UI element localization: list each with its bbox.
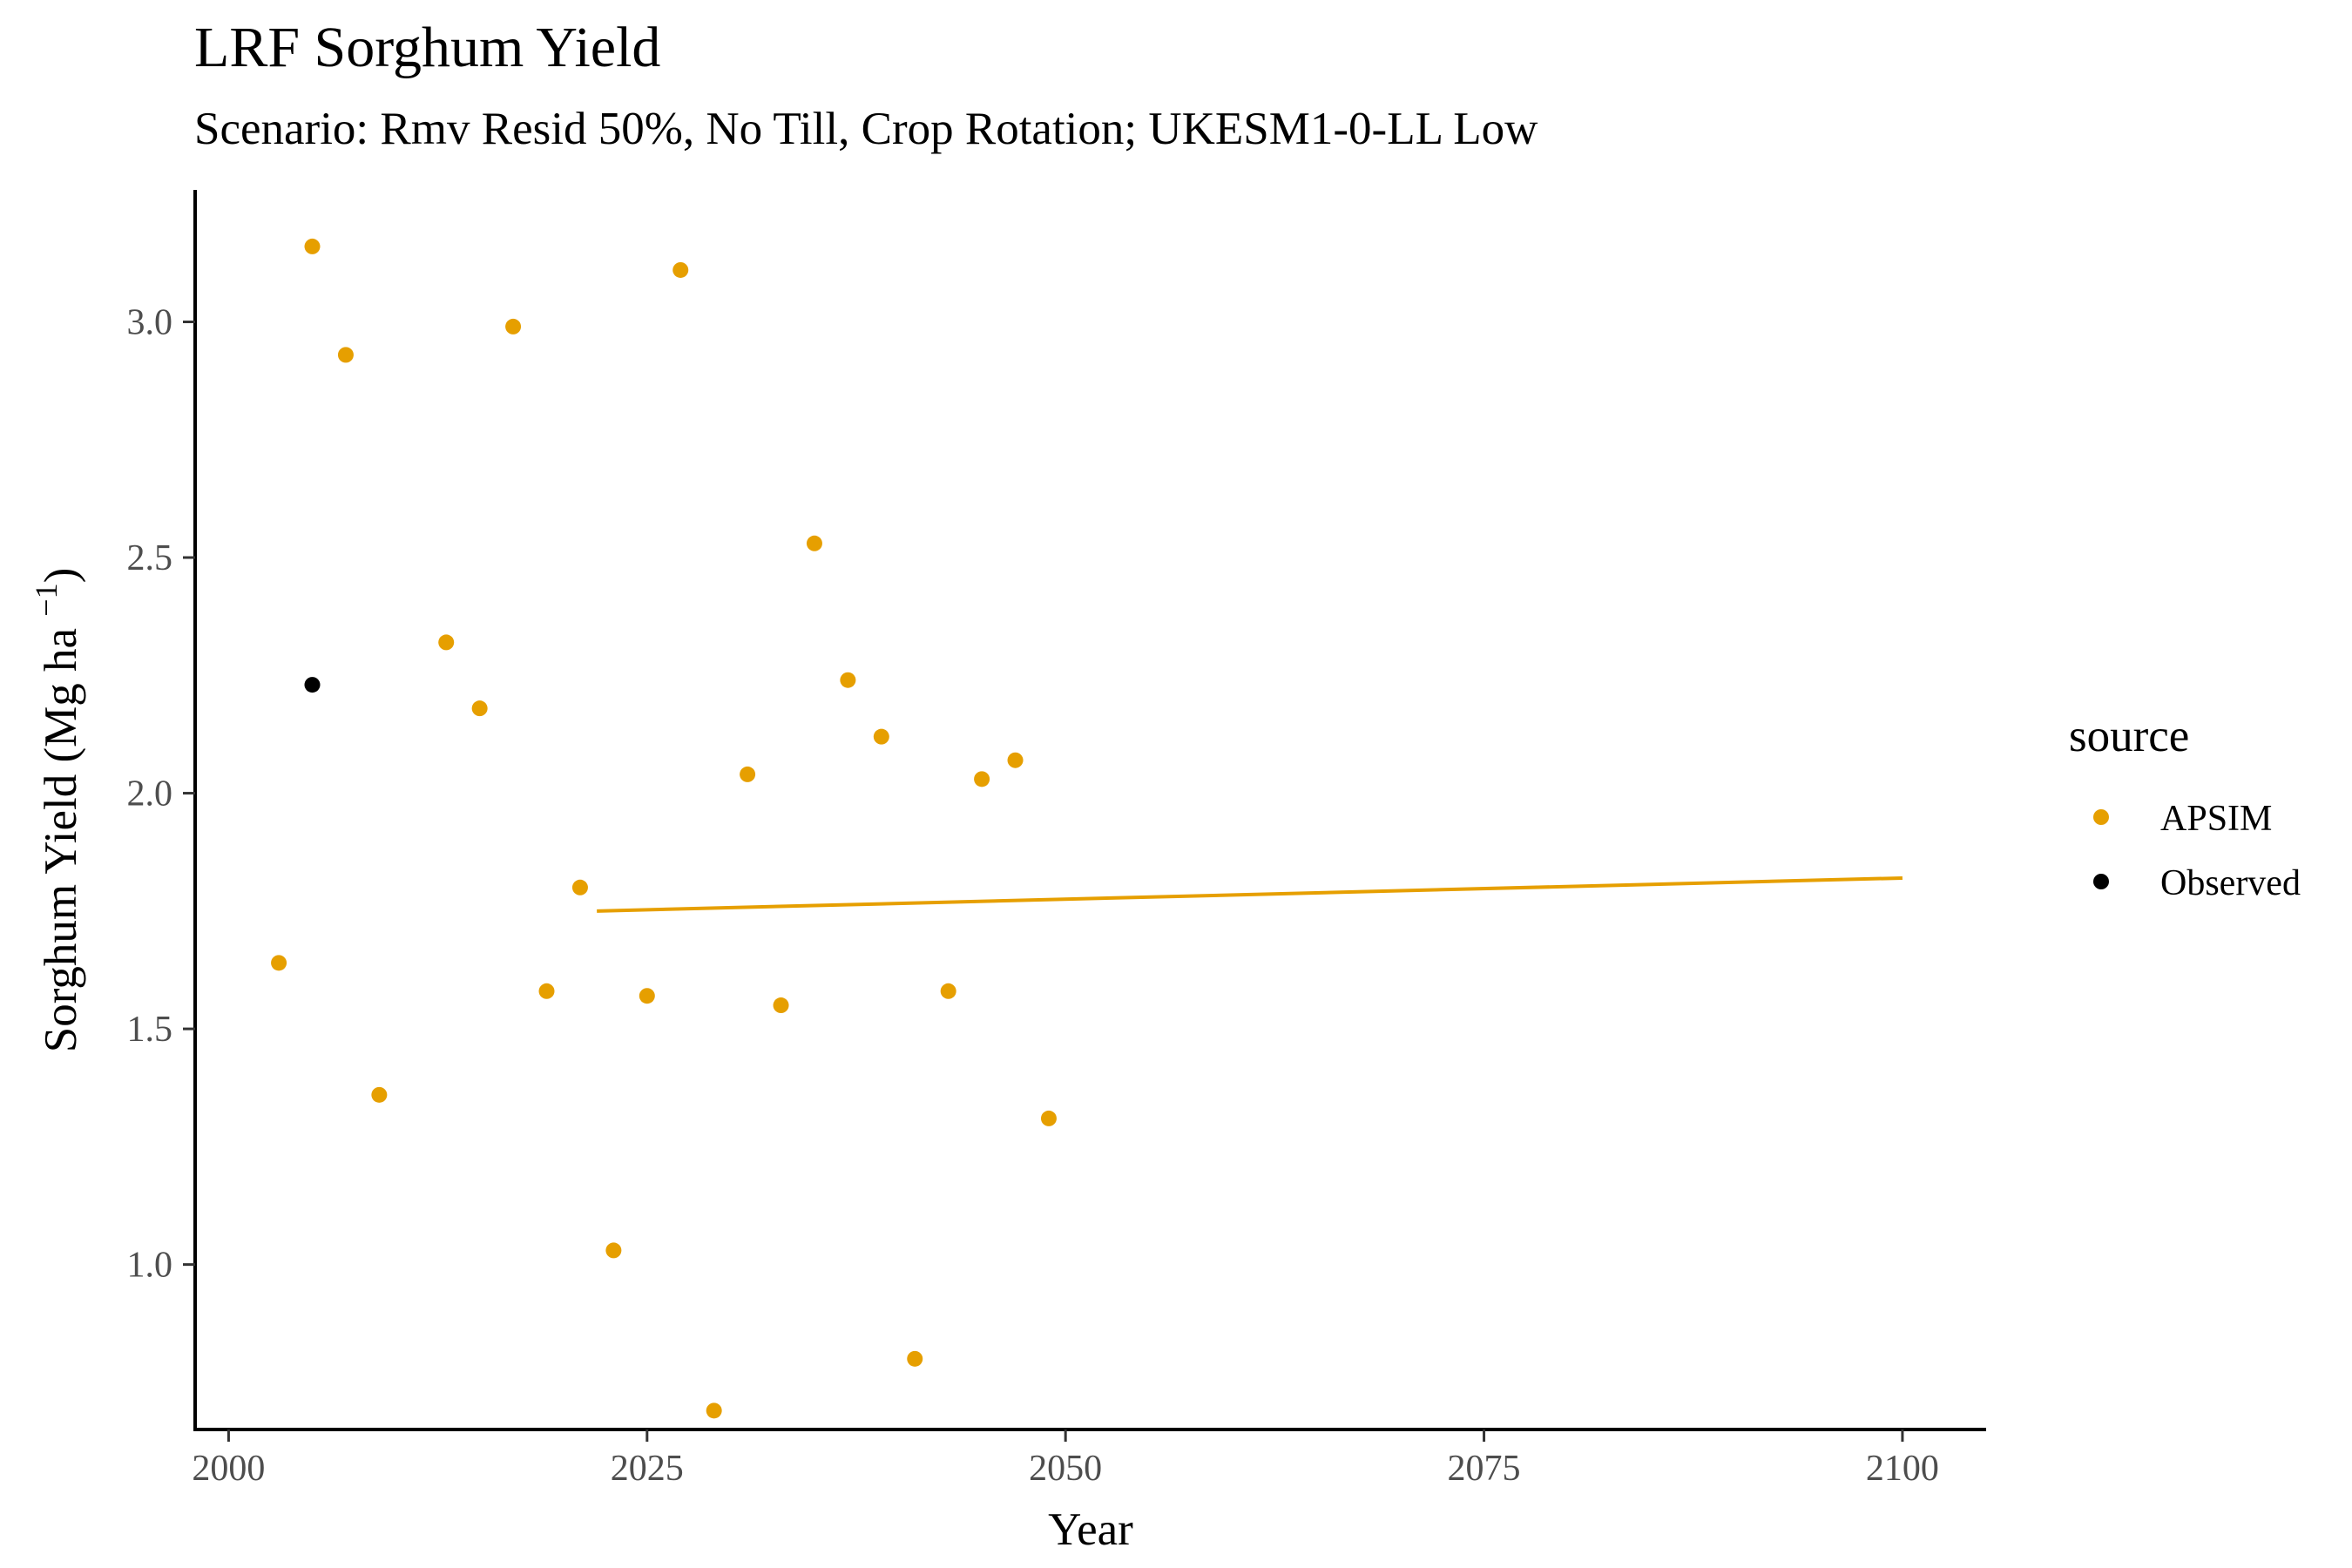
data-point-apsim <box>940 983 956 999</box>
data-point-apsim <box>740 766 756 782</box>
chart-title: LRF Sorghum Yield <box>194 16 660 79</box>
x-tick-label: 2000 <box>192 1449 265 1489</box>
chart-subtitle: Scenario: Rmv Resid 50%, No Till, Crop R… <box>194 104 1538 154</box>
data-point-apsim <box>974 771 990 787</box>
data-point-apsim <box>672 261 689 278</box>
x-tick-label: 2025 <box>611 1449 684 1489</box>
data-point-apsim <box>371 1086 388 1103</box>
y-tick-label: 1.5 <box>127 1010 173 1050</box>
y-axis-title-close: ) <box>36 568 86 584</box>
y-axis-title-unit-exponent: −1 <box>29 583 64 616</box>
plot-area <box>271 238 1903 1419</box>
y-axis-title-main: Sorghum Yield (Mg ha <box>36 617 86 1053</box>
legend-key-apsim <box>2093 809 2109 825</box>
y-tick-label: 1.0 <box>127 1246 173 1286</box>
x-axis-title: Year <box>1048 1504 1133 1555</box>
data-point-apsim <box>337 347 354 363</box>
data-point-apsim <box>271 955 287 971</box>
data-point-apsim <box>706 1402 722 1419</box>
data-point-apsim <box>605 1242 622 1259</box>
legend-label-apsim: APSIM <box>2160 799 2272 839</box>
data-point-apsim <box>505 318 522 335</box>
data-point-apsim <box>538 983 555 999</box>
data-point-observed <box>304 677 321 693</box>
data-point-apsim <box>907 1350 923 1367</box>
data-point-apsim <box>471 700 488 717</box>
y-tick-label: 2.5 <box>127 538 173 578</box>
legend-label-observed: Observed <box>2160 863 2301 903</box>
data-point-apsim <box>1007 752 1024 768</box>
data-point-apsim <box>806 535 822 551</box>
data-point-apsim <box>438 634 455 651</box>
legend: source APSIM Observed <box>2069 711 2301 903</box>
data-point-apsim <box>873 728 889 745</box>
trend-line-apsim <box>597 875 1903 913</box>
data-point-apsim <box>304 238 321 254</box>
data-point-apsim <box>1040 1110 1057 1126</box>
data-point-apsim <box>840 672 856 688</box>
data-point-apsim <box>639 988 655 1004</box>
y-tick-label: 3.0 <box>127 302 173 342</box>
legend-key-observed <box>2093 874 2109 889</box>
legend-title: source <box>2069 711 2189 761</box>
x-tick-label: 2050 <box>1029 1449 1102 1489</box>
y-tick-label: 2.0 <box>127 774 173 814</box>
data-point-apsim <box>773 997 789 1014</box>
x-tick-label: 2100 <box>1866 1449 1939 1489</box>
y-axis-title: Sorghum Yield (Mg ha −1) <box>29 568 86 1053</box>
x-tick-label: 2075 <box>1448 1449 1521 1489</box>
data-point-apsim <box>571 879 588 896</box>
